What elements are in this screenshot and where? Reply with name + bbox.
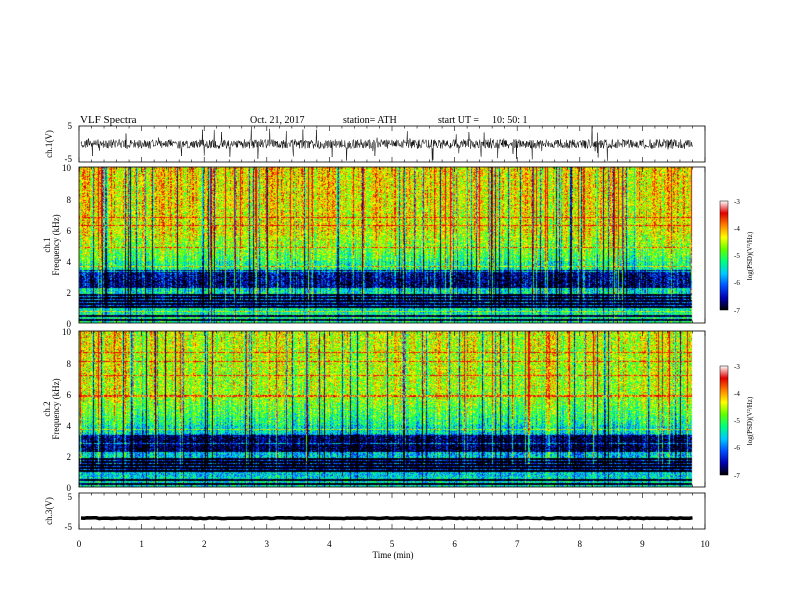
ch1-colorbar-tick--5: -5 bbox=[734, 252, 740, 260]
ch1-colorbar-label: log(PSD)(V²/Hz) bbox=[746, 231, 754, 280]
start-ut-value: 10: 50: 1 bbox=[492, 115, 528, 126]
ch1-spectrogram-xticks bbox=[78, 167, 706, 323]
ch1-colorbar-tick--3: -3 bbox=[734, 198, 740, 206]
ch2-spectrogram-yticks: 0 2 4 6 8 10 bbox=[62, 327, 72, 493]
ch2-colorbar-tick--7: -7 bbox=[734, 472, 740, 480]
ch2-ytick-0: 0 bbox=[67, 483, 72, 493]
ch1-waveform-xticks bbox=[78, 126, 706, 162]
ch3-waveform-frame bbox=[78, 492, 706, 530]
ch1-colorbar-tick--7: -7 bbox=[734, 307, 740, 315]
ch3-ytick-bottom: -5 bbox=[65, 522, 73, 532]
panel-ch3-waveform: 5 -5 ch.3(V) bbox=[44, 492, 706, 532]
ch1-ytick-2: 2 bbox=[67, 288, 72, 298]
ch1-ytick-0: 0 bbox=[67, 319, 72, 329]
ch1-colorbar-frame bbox=[719, 200, 729, 311]
ch1-waveform-frame bbox=[78, 125, 706, 163]
ch1-colorbar-tick--4: -4 bbox=[734, 225, 740, 233]
ch2-spectrogram-image bbox=[79, 331, 705, 487]
time-tick-label: 9 bbox=[640, 539, 645, 549]
ch1-spectrogram-image bbox=[79, 167, 705, 323]
time-tick-label: 7 bbox=[515, 539, 520, 549]
date-label: Oct. 21, 2017 bbox=[250, 115, 304, 126]
panel-ch2-spectrogram: 0 2 4 6 8 10 ch.2 Frequency (kHz) bbox=[42, 327, 706, 493]
start-ut-label: start UT = bbox=[438, 115, 479, 126]
ch1-ytick-8: 8 bbox=[67, 195, 72, 205]
time-axis-label: Time (min) bbox=[373, 550, 414, 560]
ch1-colorbar-gradient bbox=[720, 201, 728, 310]
ch2-colorbar-tick--6: -6 bbox=[734, 444, 740, 452]
ch1-spectrogram-yticks: 0 2 4 6 8 10 bbox=[62, 163, 72, 329]
panel-ch1-spectrogram: 0 2 4 6 8 10 ch.1 Frequency (kHz) bbox=[42, 163, 706, 329]
ch2-ytick-6: 6 bbox=[67, 390, 72, 400]
figure-title: VLF Spectra bbox=[80, 114, 137, 126]
time-tick-label: 5 bbox=[390, 539, 395, 549]
ch2-colorbar: -3 -4 -5 -6 -7 log(PSD)(V²/Hz) bbox=[719, 363, 754, 480]
ch3-ytick-top: 5 bbox=[68, 492, 73, 502]
ch3-waveform-trace bbox=[80, 515, 693, 521]
ch1-ytick-bottom: -5 bbox=[65, 154, 73, 164]
time-tick-label: 1 bbox=[139, 539, 144, 549]
ch1-ytick-top: 5 bbox=[68, 121, 73, 131]
time-tick-label: 4 bbox=[327, 539, 332, 549]
waveform-line bbox=[80, 126, 693, 162]
time-tick-label: 8 bbox=[578, 539, 583, 549]
ch2-colorbar-frame bbox=[719, 365, 729, 476]
ch1-colorbar-tick--6: -6 bbox=[734, 279, 740, 287]
ch1-spectrogram-ylabel-channel: ch.1 bbox=[42, 237, 52, 252]
panel-ch1-waveform: 5 -5 ch.1(V) bbox=[44, 121, 706, 164]
waveform-line bbox=[80, 515, 693, 521]
ch2-colorbar-gradient bbox=[720, 366, 728, 475]
ch3-waveform-ylabel: ch.3(V) bbox=[44, 497, 54, 525]
figure-header: VLF Spectra Oct. 21, 2017 station= ATH s… bbox=[80, 114, 528, 126]
time-tick-label: 6 bbox=[452, 539, 457, 549]
time-axis-tick-labels: 0 1 2 3 4 5 6 7 8 9 10 bbox=[77, 539, 710, 549]
ch2-colorbar-label: log(PSD)(V²/Hz) bbox=[746, 396, 754, 445]
ch1-ytick-4: 4 bbox=[67, 257, 72, 267]
ch2-spectrogram-xticks bbox=[78, 331, 706, 487]
ch2-ytick-4: 4 bbox=[67, 421, 72, 431]
ch3-waveform-xticks bbox=[78, 493, 706, 529]
ch1-waveform-ylabel: ch.1(V) bbox=[44, 130, 54, 158]
ch1-waveform-trace bbox=[80, 126, 693, 162]
ch2-ytick-8: 8 bbox=[67, 359, 72, 369]
ch2-ytick-10: 10 bbox=[62, 327, 72, 337]
time-tick-label: 2 bbox=[202, 539, 207, 549]
time-tick-label: 10 bbox=[701, 539, 711, 549]
ch2-colorbar-tick--4: -4 bbox=[734, 390, 740, 398]
ch2-colorbar-tick--5: -5 bbox=[734, 417, 740, 425]
station-label: station= ATH bbox=[343, 115, 397, 126]
ch2-spectrogram-ylabel-frequency: Frequency (kHz) bbox=[51, 378, 61, 439]
ch1-colorbar: -3 -4 -5 -6 -7 log(PSD)(V²/Hz) bbox=[719, 198, 754, 315]
ch1-spectrogram-ylabel-frequency: Frequency (kHz) bbox=[51, 214, 61, 275]
ch2-ytick-2: 2 bbox=[67, 452, 72, 462]
time-tick-label: 0 bbox=[77, 539, 82, 549]
time-tick-label: 3 bbox=[265, 539, 270, 549]
ch2-spectrogram-ylabel-channel: ch.2 bbox=[42, 401, 52, 416]
ch1-ytick-6: 6 bbox=[67, 226, 72, 236]
ch1-ytick-10: 10 bbox=[62, 163, 72, 173]
ch2-colorbar-tick--3: -3 bbox=[734, 363, 740, 371]
